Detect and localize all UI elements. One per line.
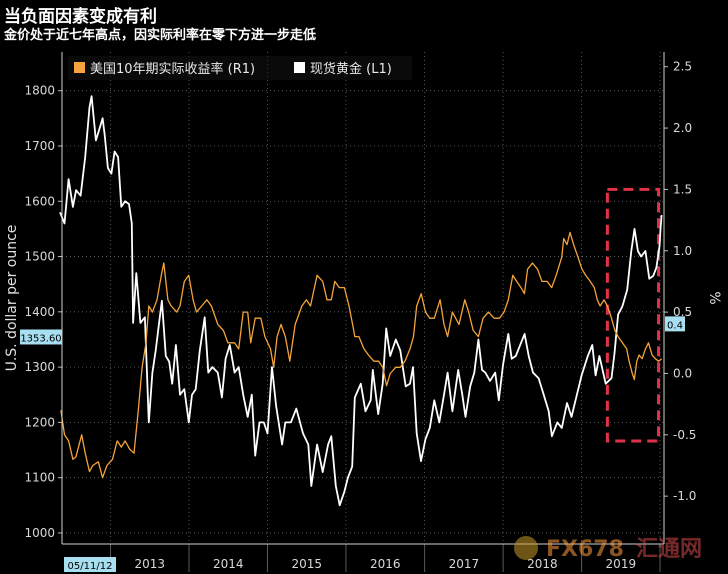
highlight-dashed-box bbox=[605, 187, 661, 443]
watermark-cn: 汇通网 bbox=[636, 537, 702, 562]
left-value-tag bbox=[20, 329, 62, 345]
x-tick-label: 2015 bbox=[291, 557, 322, 571]
highlight-box bbox=[605, 187, 661, 443]
legend: 美国10年期实际收益率 (R1) 现货黄金 (L1) bbox=[68, 56, 412, 80]
left-tick-label: 1100 bbox=[24, 471, 55, 485]
axes: 1000 1100 1200 1300 1400 1500 1600 1700 1800 -1.0… bbox=[4, 52, 722, 572]
x-tick-label: 2019 bbox=[606, 557, 637, 571]
x-start-tag bbox=[64, 557, 116, 572]
left-tick-label: 1600 bbox=[24, 194, 55, 208]
watermark-logo-icon bbox=[514, 536, 538, 560]
legend-swatch-gold bbox=[294, 62, 305, 73]
legend-swatch-real-yield bbox=[74, 62, 85, 73]
gold-price-line bbox=[59, 95, 663, 507]
right-tick-label: 1.5 bbox=[673, 182, 692, 196]
chart-title: 当负面因素变成有利 bbox=[4, 7, 157, 27]
watermark: FX678 汇通网 bbox=[514, 536, 702, 562]
right-tick-label: -1.0 bbox=[673, 489, 696, 503]
right-tick-label: 2.5 bbox=[673, 60, 692, 74]
right-value-tag-text: 0.4 bbox=[667, 320, 683, 331]
right-tick-label: 0.0 bbox=[673, 366, 692, 380]
left-tick-label: 1800 bbox=[24, 84, 55, 98]
left-tick-label: 1500 bbox=[24, 250, 55, 264]
watermark-brand: FX678 bbox=[546, 537, 624, 562]
left-tick-label: 1000 bbox=[24, 526, 55, 540]
left-tick-label: 1300 bbox=[24, 360, 55, 374]
right-value-tag bbox=[665, 316, 685, 332]
x-tick-label: 2016 bbox=[370, 557, 401, 571]
right-tick-label: 1.0 bbox=[673, 244, 692, 258]
y-axis-label-right: % bbox=[706, 291, 722, 304]
legend-background bbox=[68, 56, 412, 80]
x-start-label: 05/11/12 bbox=[68, 561, 113, 572]
x-tick-label: 2013 bbox=[134, 557, 165, 571]
legend-label-real-yield: 美国10年期实际收益率 (R1) bbox=[90, 61, 255, 77]
x-tick-label: 2018 bbox=[527, 557, 558, 571]
y-axis-label-left: U.S. dollar per ounce bbox=[4, 225, 20, 372]
left-value-tag-text: 1353.60 bbox=[20, 333, 61, 344]
x-tick-label: 2017 bbox=[449, 557, 480, 571]
legend-label-gold: 现货黄金 (L1) bbox=[310, 61, 392, 77]
left-tick-label: 1700 bbox=[24, 139, 55, 153]
left-tick-label: 1200 bbox=[24, 415, 55, 429]
right-tick-label: -0.5 bbox=[673, 428, 696, 442]
grid-lines bbox=[62, 52, 664, 544]
series-lines bbox=[59, 95, 663, 507]
left-tick-label: 1400 bbox=[24, 305, 55, 319]
right-tick-label: 2.0 bbox=[673, 121, 692, 135]
real-yield-line bbox=[60, 231, 663, 479]
x-tick-label: 2014 bbox=[213, 557, 244, 571]
chart-subtitle: 金价处于近七年高点，因实际利率在零下方进一步走低 bbox=[4, 28, 317, 43]
right-tick-label: 0.5 bbox=[673, 305, 692, 319]
